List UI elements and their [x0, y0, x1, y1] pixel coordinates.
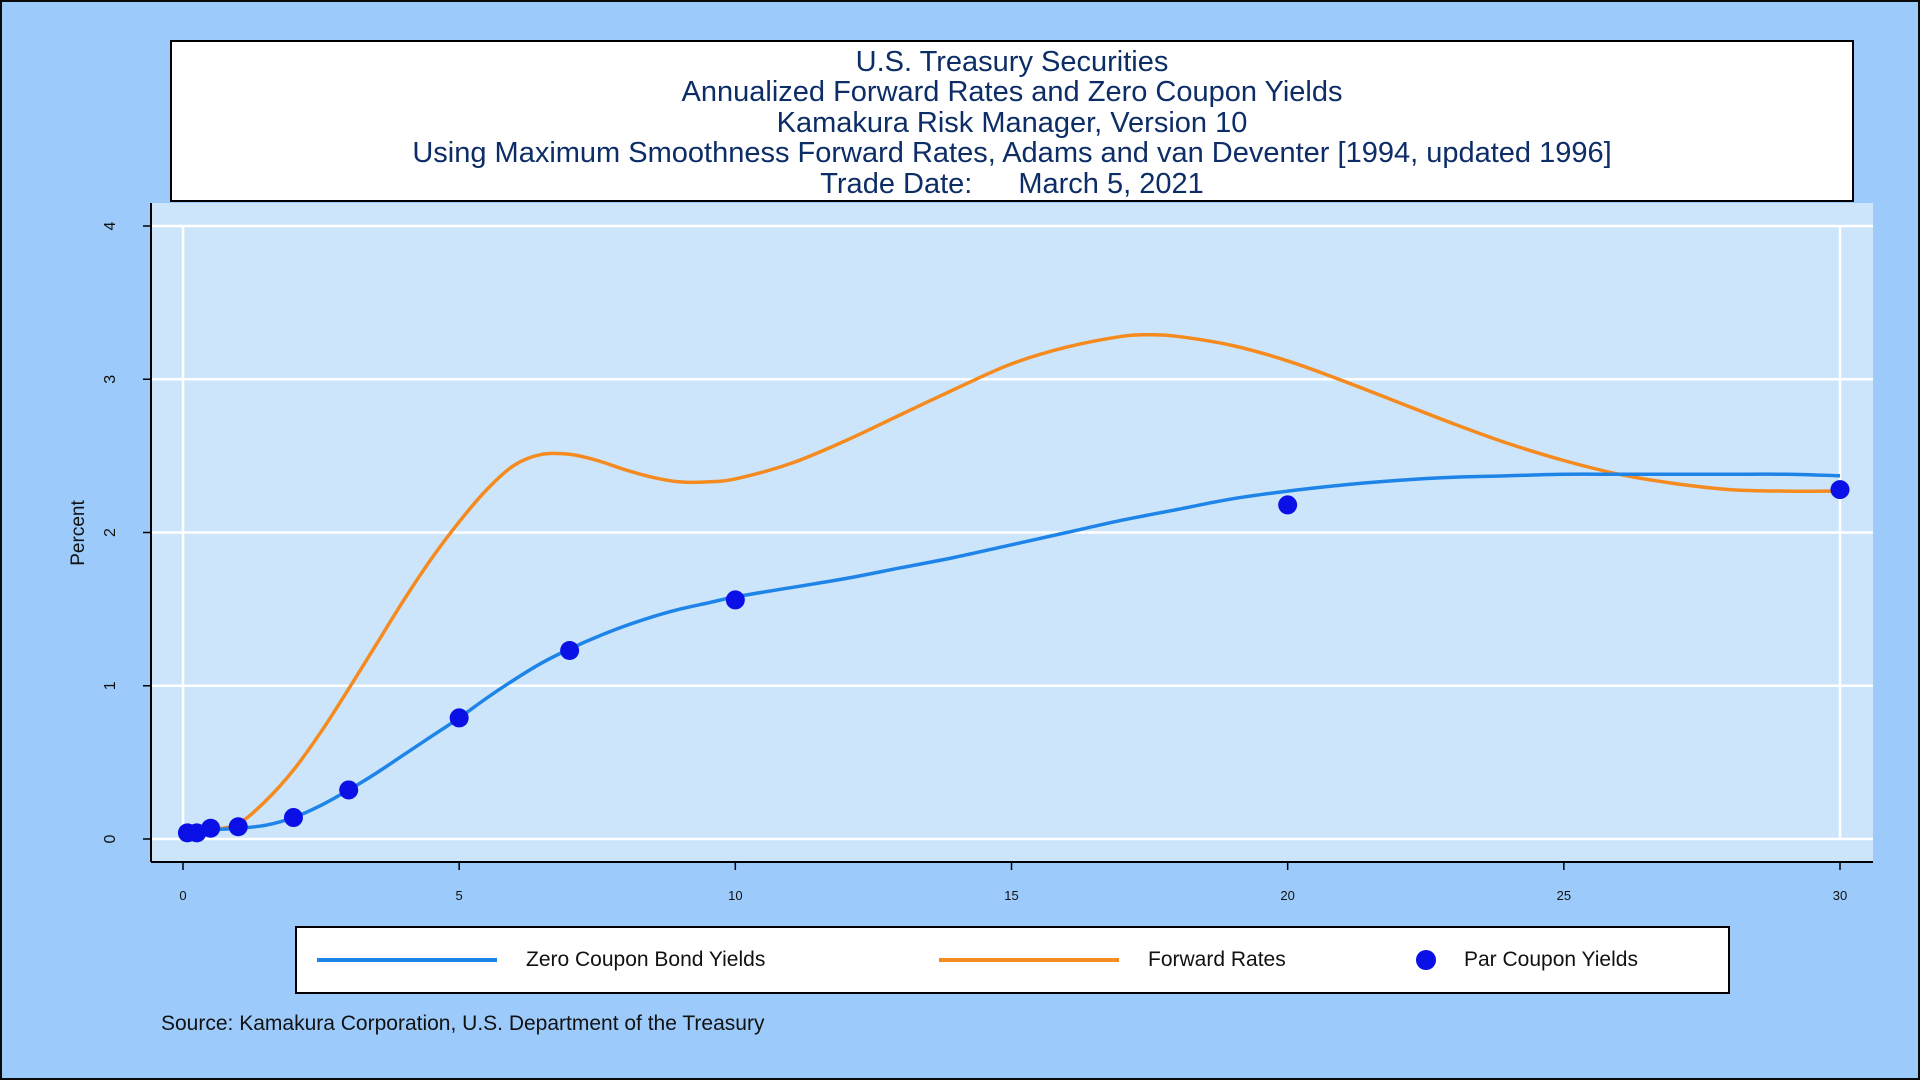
chart-title-line-2: Annualized Forward Rates and Zero Coupon…	[681, 76, 1343, 109]
x-tick-label: 15	[1004, 888, 1018, 903]
legend-marker-par	[1416, 950, 1436, 970]
y-tick-label: 4	[102, 221, 119, 230]
par-coupon-point	[560, 641, 580, 661]
x-tick-label: 25	[1557, 888, 1571, 903]
trade-date-label: Trade Date:	[820, 167, 973, 200]
legend-item-zero: Zero Coupon Bond Yields	[317, 928, 765, 992]
par-coupon-point	[1830, 480, 1850, 500]
chart-title-line-1: U.S. Treasury Securities	[855, 46, 1169, 78]
par-coupon-point	[201, 818, 221, 838]
trade-date-value: March 5, 2021	[1018, 167, 1204, 200]
x-tick-label: 5	[456, 888, 463, 903]
par-coupon-point	[228, 817, 248, 837]
x-tick-label: 30	[1833, 888, 1847, 903]
y-tick-label: 0	[102, 834, 119, 843]
trade-date-line: Trade Date: March 5, 2021	[172, 167, 1852, 200]
par-coupon-point	[339, 780, 359, 800]
par-coupon-point	[283, 808, 303, 828]
y-tick-label: 2	[102, 528, 119, 537]
par-coupon-point	[449, 708, 469, 728]
y-tick-label: 1	[102, 681, 119, 690]
legend-label-zero: Zero Coupon Bond Yields	[526, 948, 766, 971]
y-axis-title: Percent	[68, 500, 89, 566]
par-coupon-point	[725, 590, 745, 610]
chart-title-line-3: Kamakura Risk Manager, Version 10	[776, 106, 1248, 139]
legend-line-zero	[317, 958, 497, 962]
legend-line-forward	[939, 958, 1119, 962]
par-coupon-point	[1278, 495, 1298, 515]
legend-item-forward: Forward Rates	[939, 928, 1286, 992]
source-note: Source: Kamakura Corporation, U.S. Depar…	[161, 1012, 765, 1035]
legend-label-par: Par Coupon Yields	[1464, 948, 1638, 971]
x-tick-label: 0	[179, 888, 186, 903]
legend: Zero Coupon Bond Yields Forward Rates Pa…	[295, 926, 1730, 994]
x-tick-label: 10	[728, 888, 742, 903]
forward-rates-line	[187, 332, 1841, 834]
y-tick-label: 3	[102, 375, 119, 384]
legend-item-par: Par Coupon Yields	[1416, 928, 1638, 992]
x-tick-label: 20	[1280, 888, 1294, 903]
chart-title-box: U.S. Treasury Securities Annualized Forw…	[170, 40, 1854, 202]
chart-title-line-4: Using Maximum Smoothness Forward Rates, …	[412, 137, 1612, 170]
legend-label-forward: Forward Rates	[1148, 948, 1286, 971]
